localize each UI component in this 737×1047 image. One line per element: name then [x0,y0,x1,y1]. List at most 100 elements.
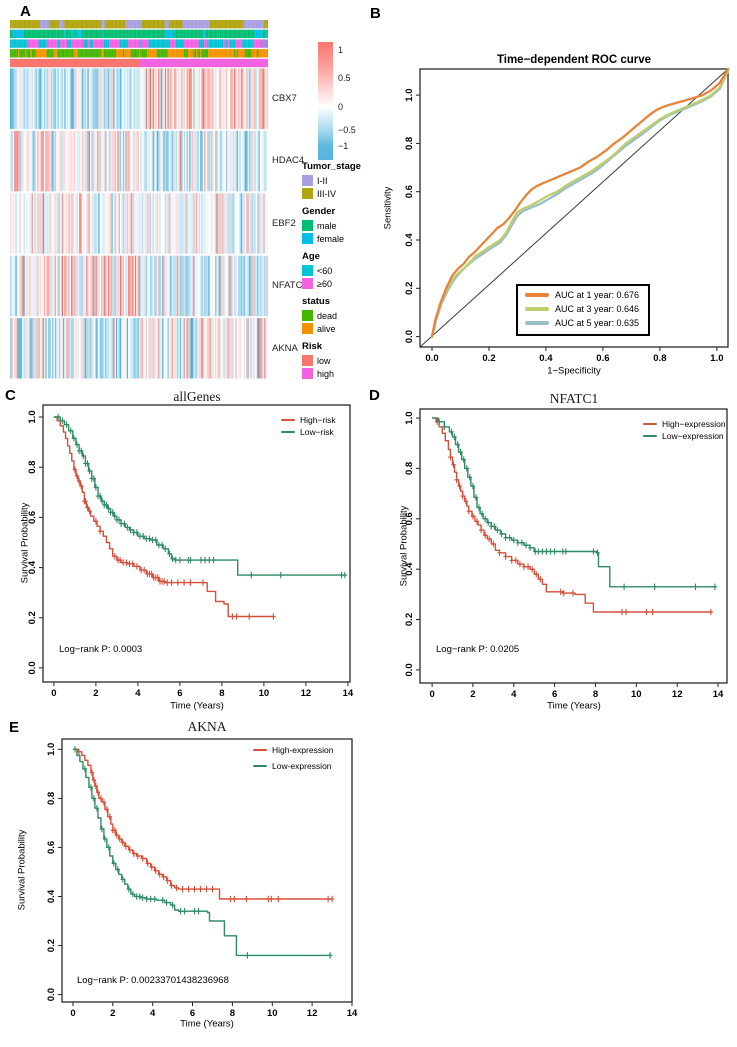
svg-text:2: 2 [93,688,98,699]
svg-text:0.4: 0.4 [27,560,38,574]
legend-item: III-IV [302,187,382,200]
legend-group-risk: Risk low high [302,341,382,380]
legend-item: high [302,367,382,380]
svg-text:6: 6 [177,688,182,699]
heatmap-gene-label-akna: AKNA [272,343,298,354]
svg-text:0: 0 [51,688,56,699]
svg-text:0.8: 0.8 [27,461,38,474]
svg-text:0.6: 0.6 [596,353,609,364]
legend-item: I-II [302,174,382,187]
km-title-nfatc1: NFATC1 [549,391,599,406]
line-swatch [643,422,657,426]
svg-text:14: 14 [343,688,354,699]
roc-plot: 0.0 0.2 0.4 0.6 0.8 1.0 0.0 0.2 0.4 0.6 0.8 1.0 [404,67,730,364]
svg-text:0.6: 0.6 [46,841,57,854]
svg-text:0.2: 0.2 [404,613,415,626]
km-plot-akna: 0 2 4 6 8 10 12 14 0.0 0.2 0.4 0.6 0.8 1.0 [46,738,358,1019]
heatmap-gene-label-cbx7: CBX7 [272,93,297,104]
line-swatch [253,748,267,752]
color-swatch [302,233,313,244]
km-e-y-axis-label: Survival Probability [16,829,28,911]
km-d-logrank-text: Log−rank P: 0.0205 [436,644,520,655]
line-swatch [643,434,657,438]
color-swatch [302,368,313,379]
legend-group-gender: Gender male female [302,206,382,245]
km-c-legend-low-risk: Low−risk [281,427,336,437]
svg-text:0.4: 0.4 [539,353,553,364]
legend-group-status: status dead alive [302,296,382,335]
svg-text:0.2: 0.2 [46,939,57,952]
svg-text:0.4: 0.4 [46,889,57,903]
km-plot-allgenes: 0 2 4 6 8 10 12 14 0.0 0.2 0.4 0.6 0.8 1.0 [27,404,354,699]
roc-legend: AUC at 1 year: 0.676 AUC at 3 year: 0.64… [516,284,651,336]
svg-text:1.0: 1.0 [27,410,38,423]
legend-group-title: Gender [302,206,336,217]
heatmap-colorbar [318,42,333,160]
panel-label-d: D [369,387,380,404]
svg-text:0.2: 0.2 [404,282,415,295]
svg-text:14: 14 [713,689,724,700]
color-swatch [302,310,313,321]
colorbar-tick: −0.5 [338,125,356,135]
svg-text:4: 4 [135,688,141,699]
svg-text:0.0: 0.0 [46,988,57,1001]
svg-text:2: 2 [470,689,475,700]
svg-text:1.0: 1.0 [404,88,415,101]
heatmap-annotation-legend: Tumor_stage I-II III-IV Gender male fema… [302,161,382,386]
heatmap-gene-label-ebf2: EBF2 [272,218,296,229]
km-e-legend: High-expression Low-expression [253,745,333,777]
svg-text:0.8: 0.8 [404,137,415,150]
color-swatch [302,220,313,231]
svg-text:8: 8 [219,688,224,699]
svg-text:0: 0 [70,1008,75,1019]
svg-text:12: 12 [301,688,312,699]
svg-text:6: 6 [190,1008,195,1019]
svg-text:14: 14 [347,1008,358,1019]
svg-text:0.8: 0.8 [653,353,666,364]
svg-text:0.2: 0.2 [27,611,38,624]
legend-group-age: Age <60 ≥60 [302,251,382,290]
svg-text:0.4: 0.4 [404,562,415,576]
km-c-legend: High−risk Low−risk [281,415,336,439]
legend-group-title: Tumor_stage [302,161,361,172]
svg-text:0: 0 [429,689,434,700]
svg-text:6: 6 [552,689,557,700]
line-swatch [525,321,549,325]
svg-text:1.0: 1.0 [404,411,415,424]
legend-group-title: Age [302,251,320,262]
km-d-legend-low-expression: Low−expression [643,431,726,441]
legend-group-title: Risk [302,341,323,352]
line-swatch [253,764,267,768]
color-swatch [302,355,313,366]
km-d-legend-high-expression: High−expression [643,419,726,429]
heatmap-canvas [10,20,269,379]
svg-text:10: 10 [631,689,642,700]
color-swatch [302,323,313,334]
svg-text:8: 8 [230,1008,235,1019]
svg-text:0.0: 0.0 [27,661,38,674]
svg-text:4: 4 [511,689,517,700]
roc-legend-item-1yr: AUC at 1 year: 0.676 [525,290,639,300]
svg-text:0.0: 0.0 [404,663,415,676]
svg-text:1.0: 1.0 [46,743,57,756]
colorbar-tick: 1 [338,45,344,55]
color-swatch [302,278,313,289]
legend-group-title: status [302,296,330,307]
colorbar-tick: 0.5 [338,73,351,83]
svg-text:12: 12 [672,689,683,700]
svg-text:2: 2 [110,1008,115,1019]
km-c-legend-high-risk: High−risk [281,415,336,425]
svg-text:4: 4 [150,1008,156,1019]
panel-label-e: E [9,719,20,736]
roc-title: Time−dependent ROC curve [496,54,652,66]
line-swatch [525,293,549,297]
km-title-allgenes: allGenes [173,389,221,404]
km-e-legend-high-expression: High-expression [253,745,333,755]
roc-x-axis-label: 1−Specificity [547,365,601,377]
roc-legend-item-5yr: AUC at 5 year: 0.635 [525,318,639,328]
svg-text:0.8: 0.8 [46,792,57,805]
legend-group-tumor-stage: Tumor_stage I-II III-IV [302,161,382,200]
svg-text:0.6: 0.6 [404,185,415,198]
colorbar-tick: 0 [338,102,344,112]
